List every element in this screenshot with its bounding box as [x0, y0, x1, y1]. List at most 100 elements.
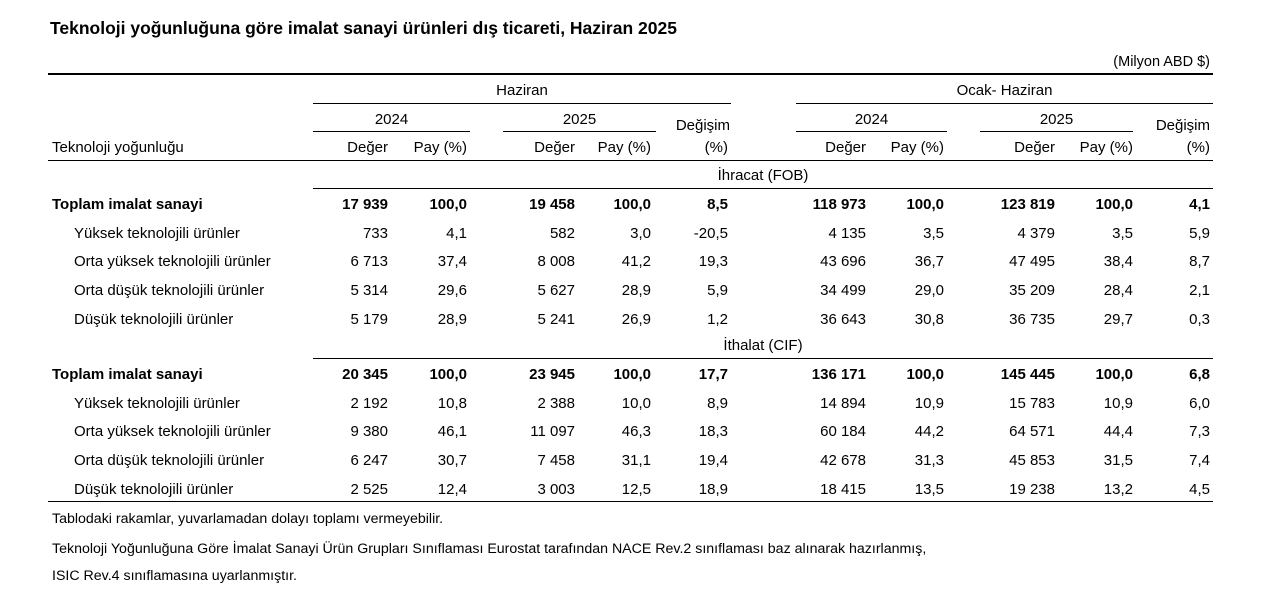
table-cell: 46,1 — [437, 423, 467, 440]
bottom-rule — [48, 501, 1213, 502]
col-header-share: Pay (%) — [597, 139, 651, 156]
table-cell: 19,4 — [698, 452, 728, 469]
table-cell: 5,9 — [707, 282, 728, 299]
table-cell: 123 819 — [1000, 196, 1055, 213]
rule-haziran-2025 — [503, 131, 656, 132]
row-label-header: Teknoloji yoğunluğu — [52, 139, 184, 156]
year-ocak-2024: 2024 — [854, 111, 889, 128]
header-bottom-rule — [48, 160, 1213, 161]
table-cell: 100,0 — [1095, 196, 1133, 213]
table-cell: 19 458 — [529, 196, 575, 213]
table-cell: 5 627 — [537, 282, 575, 299]
change-header-ocak: Değişim — [1155, 117, 1210, 134]
note-rounding: Tablodaki rakamlar, yuvarlamadan dolayı … — [52, 511, 444, 527]
table-cell: 136 171 — [811, 366, 866, 383]
row-label: Toplam imalat sanayi — [52, 366, 203, 383]
table-cell: 5 241 — [537, 311, 575, 328]
table-cell: 3 003 — [537, 481, 575, 498]
year-haziran-2025: 2025 — [562, 111, 597, 128]
rule-ocak-2024 — [796, 131, 947, 132]
row-label: Yüksek teknolojili ürünler — [74, 395, 240, 412]
table-cell: 145 445 — [1000, 366, 1055, 383]
table-cell: 31,1 — [621, 452, 651, 469]
rule-ocak-haziran — [796, 103, 1213, 104]
table-cell: 19,3 — [698, 253, 728, 270]
table-cell: 100,0 — [613, 196, 651, 213]
table-cell: 3,5 — [923, 225, 944, 242]
table-cell: 4,5 — [1189, 481, 1210, 498]
col-header-value: Değer — [1014, 139, 1055, 156]
col-header-share: Pay (%) — [890, 139, 944, 156]
year-haziran-2024: 2024 — [374, 111, 409, 128]
table-cell: 13,2 — [1103, 481, 1133, 498]
rule-ihracat — [313, 188, 1213, 189]
table-cell: 41,2 — [621, 253, 651, 270]
table-cell: 4 135 — [828, 225, 866, 242]
table-cell: 100,0 — [429, 196, 467, 213]
table-cell: 28,4 — [1103, 282, 1133, 299]
table-cell: 11 097 — [530, 423, 575, 440]
table-cell: 6 713 — [350, 253, 388, 270]
rule-haziran-2024 — [313, 131, 470, 132]
table-cell: 7 458 — [537, 452, 575, 469]
table-cell: 100,0 — [613, 366, 651, 383]
row-label: Düşük teknolojili ürünler — [74, 311, 234, 328]
table-cell: 28,9 — [437, 311, 467, 328]
table-cell: 36,7 — [914, 253, 944, 270]
rule-ocak-2025 — [980, 131, 1133, 132]
table-cell: 44,2 — [914, 423, 944, 440]
table-cell: 29,0 — [914, 282, 944, 299]
table-cell: 19 238 — [1009, 481, 1055, 498]
table-cell: 8,7 — [1189, 253, 1210, 270]
table-cell: 30,8 — [914, 311, 944, 328]
table-cell: 118 973 — [812, 196, 866, 213]
table-cell: 10,9 — [1103, 395, 1133, 412]
row-label: Orta yüksek teknolojili ürünler — [74, 423, 271, 440]
col-header-share: Pay (%) — [1079, 139, 1133, 156]
table-cell: 4,1 — [446, 225, 467, 242]
table-cell: 6,8 — [1189, 366, 1210, 383]
table-cell: 28,9 — [621, 282, 651, 299]
table-cell: 7,3 — [1189, 423, 1210, 440]
table-cell: 10,8 — [437, 395, 467, 412]
row-label: Orta yüksek teknolojili ürünler — [74, 253, 271, 270]
change-unit-ocak: (%) — [1186, 139, 1210, 156]
table-title: Teknoloji yoğunluğuna göre imalat sanayi… — [50, 18, 677, 38]
table-cell: 15 783 — [1009, 395, 1055, 412]
section-title: İhracat (FOB) — [717, 167, 809, 184]
table-cell: 44,4 — [1103, 423, 1133, 440]
year-ocak-2025: 2025 — [1039, 111, 1074, 128]
table-cell: 2,1 — [1189, 282, 1210, 299]
table-cell: 4 379 — [1017, 225, 1055, 242]
table-cell: 14 894 — [820, 395, 866, 412]
table-cell: 13,5 — [914, 481, 944, 498]
table-cell: 36 735 — [1009, 311, 1055, 328]
table-cell: 64 571 — [1009, 423, 1055, 440]
row-label: Orta düşük teknolojili ürünler — [74, 452, 265, 469]
table-cell: 2 192 — [350, 395, 388, 412]
table-cell: 0,3 — [1189, 311, 1210, 328]
table-cell: 12,5 — [621, 481, 651, 498]
table-cell: 2 388 — [537, 395, 575, 412]
table-cell: 34 499 — [820, 282, 866, 299]
table-cell: 2 525 — [350, 481, 388, 498]
table-cell: 100,0 — [1095, 366, 1133, 383]
note-classification: Teknoloji Yoğunluğuna Göre İmalat Sanayi… — [52, 541, 927, 557]
rule-ithalat — [313, 358, 1213, 359]
table-cell: 18,9 — [698, 481, 728, 498]
table-cell: 733 — [362, 225, 388, 242]
table-cell: 35 209 — [1009, 282, 1055, 299]
table-cell: 8,5 — [707, 196, 728, 213]
table-cell: 47 495 — [1009, 253, 1055, 270]
table-cell: 582 — [549, 225, 575, 242]
table-cell: 18,3 — [698, 423, 728, 440]
table-cell: 42 678 — [820, 452, 866, 469]
table-cell: 10,9 — [914, 395, 944, 412]
table-cell: 18 415 — [820, 481, 866, 498]
table-cell: 1,2 — [707, 311, 728, 328]
unit-label: (Milyon ABD $) — [1113, 54, 1210, 70]
table-cell: 26,9 — [621, 311, 651, 328]
table-cell: 10,0 — [621, 395, 651, 412]
table-cell: 43 696 — [820, 253, 866, 270]
table-cell: 5 179 — [350, 311, 388, 328]
